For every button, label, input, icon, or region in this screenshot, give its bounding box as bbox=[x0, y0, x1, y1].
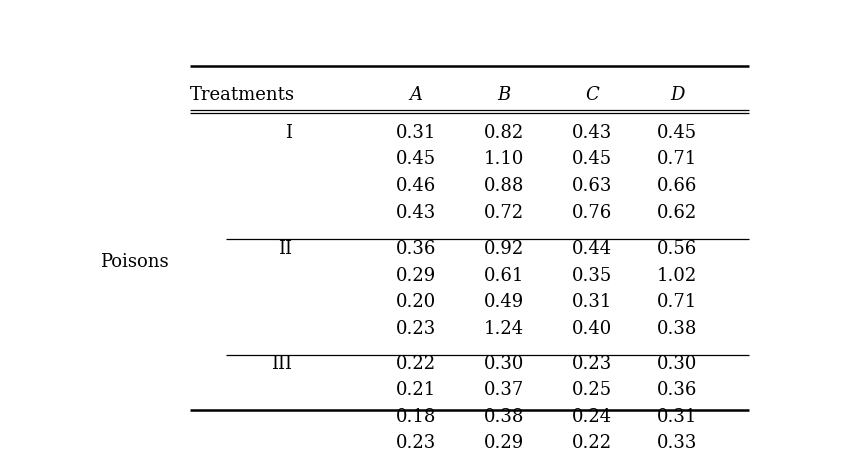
Text: 0.88: 0.88 bbox=[484, 177, 524, 195]
Text: 0.63: 0.63 bbox=[572, 177, 612, 195]
Text: 0.56: 0.56 bbox=[657, 240, 697, 258]
Text: 0.31: 0.31 bbox=[657, 408, 697, 426]
Text: 0.25: 0.25 bbox=[572, 381, 612, 399]
Text: D: D bbox=[670, 86, 685, 104]
Text: 0.66: 0.66 bbox=[657, 177, 697, 195]
Text: C: C bbox=[585, 86, 599, 104]
Text: 0.38: 0.38 bbox=[484, 408, 524, 426]
Text: 0.33: 0.33 bbox=[657, 434, 697, 452]
Text: 0.71: 0.71 bbox=[657, 293, 697, 312]
Text: 0.29: 0.29 bbox=[484, 434, 524, 452]
Text: 0.92: 0.92 bbox=[484, 240, 524, 258]
Text: 0.45: 0.45 bbox=[395, 151, 436, 169]
Text: 0.31: 0.31 bbox=[572, 293, 612, 312]
Text: 0.29: 0.29 bbox=[395, 267, 436, 285]
Text: B: B bbox=[497, 86, 511, 104]
Text: 0.45: 0.45 bbox=[572, 151, 612, 169]
Text: 0.71: 0.71 bbox=[657, 151, 697, 169]
Text: 0.43: 0.43 bbox=[572, 124, 612, 142]
Text: 0.31: 0.31 bbox=[395, 124, 436, 142]
Text: 0.18: 0.18 bbox=[395, 408, 436, 426]
Text: III: III bbox=[271, 355, 292, 373]
Text: 0.62: 0.62 bbox=[657, 203, 697, 221]
Text: 0.37: 0.37 bbox=[484, 381, 524, 399]
Text: 0.35: 0.35 bbox=[572, 267, 612, 285]
Text: 1.02: 1.02 bbox=[657, 267, 697, 285]
Text: 0.36: 0.36 bbox=[395, 240, 436, 258]
Text: 0.49: 0.49 bbox=[484, 293, 524, 312]
Text: 0.72: 0.72 bbox=[484, 203, 524, 221]
Text: II: II bbox=[277, 240, 292, 258]
Text: A: A bbox=[409, 86, 422, 104]
Text: 0.23: 0.23 bbox=[395, 434, 436, 452]
Text: I: I bbox=[285, 124, 292, 142]
Text: 0.43: 0.43 bbox=[395, 203, 436, 221]
Text: 0.20: 0.20 bbox=[395, 293, 436, 312]
Text: 1.24: 1.24 bbox=[484, 320, 524, 338]
Text: 0.23: 0.23 bbox=[395, 320, 436, 338]
Text: 0.38: 0.38 bbox=[657, 320, 697, 338]
Text: 0.24: 0.24 bbox=[572, 408, 612, 426]
Text: 0.30: 0.30 bbox=[657, 355, 697, 373]
Text: 0.22: 0.22 bbox=[572, 434, 612, 452]
Text: 0.30: 0.30 bbox=[484, 355, 524, 373]
Text: 0.21: 0.21 bbox=[395, 381, 436, 399]
Text: 0.22: 0.22 bbox=[395, 355, 436, 373]
Text: 0.36: 0.36 bbox=[657, 381, 697, 399]
Text: 0.45: 0.45 bbox=[657, 124, 697, 142]
Text: Poisons: Poisons bbox=[100, 253, 169, 271]
Text: 1.10: 1.10 bbox=[484, 151, 524, 169]
Text: Treatments: Treatments bbox=[190, 86, 295, 104]
Text: 0.61: 0.61 bbox=[484, 267, 524, 285]
Text: 0.44: 0.44 bbox=[572, 240, 612, 258]
Text: 0.46: 0.46 bbox=[395, 177, 436, 195]
Text: 0.76: 0.76 bbox=[572, 203, 612, 221]
Text: 0.40: 0.40 bbox=[572, 320, 612, 338]
Text: 0.82: 0.82 bbox=[484, 124, 524, 142]
Text: 0.23: 0.23 bbox=[572, 355, 612, 373]
